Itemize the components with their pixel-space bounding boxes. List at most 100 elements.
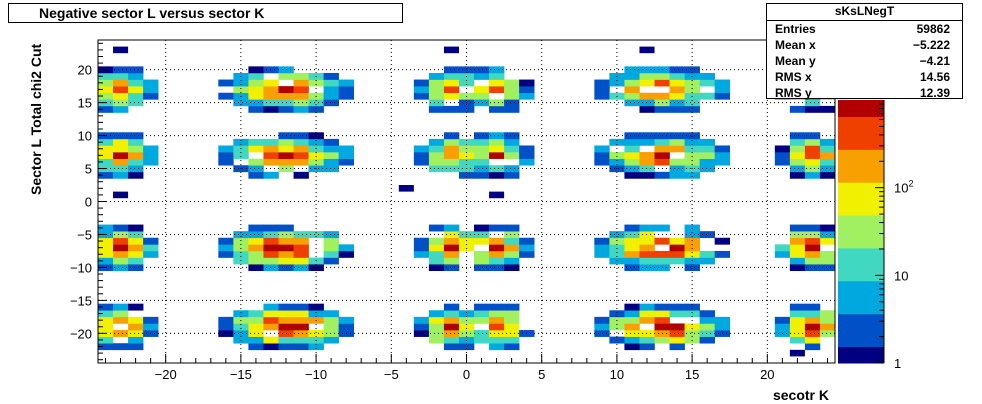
heatmap-cell [263, 158, 279, 166]
heatmap-cell [474, 138, 490, 146]
palette-cell [838, 242, 884, 249]
heatmap-cell [609, 231, 625, 239]
heatmap-cell [308, 231, 324, 239]
heatmap-cell [654, 323, 670, 331]
heatmap-cell [609, 152, 625, 159]
heatmap-cell [474, 66, 490, 74]
heatmap-cell [263, 250, 279, 258]
heatmap-cell [624, 231, 640, 239]
stats-row-rms-y: RMS y 12.39 [767, 85, 962, 101]
heatmap-cell [293, 171, 309, 179]
palette-cell [838, 182, 884, 189]
heatmap-cell [443, 257, 460, 265]
heatmap-cell [143, 86, 159, 94]
stats-row-mean-y: Mean y −4.21 [767, 53, 962, 69]
heatmap-cell [714, 92, 731, 100]
chart-title: Negative sector L versus sector K [8, 3, 403, 23]
heatmap-cell [504, 171, 520, 179]
heatmap-cell [669, 105, 685, 113]
heatmap-cell [819, 257, 836, 265]
heatmap-cell [774, 250, 791, 258]
heatmap-cell [113, 165, 129, 173]
heatmap-cell [489, 152, 505, 159]
heatmap-cell [714, 145, 731, 153]
heatmap-cell [804, 336, 821, 344]
palette-cell [838, 253, 884, 260]
x-tick-label: −20 [155, 367, 177, 382]
heatmap-cell [594, 237, 610, 245]
heatmap-cell [293, 250, 309, 258]
heatmap-cell [338, 92, 354, 100]
heatmap-cell [428, 257, 445, 265]
heatmap-cell [639, 79, 655, 87]
heatmap-cell [624, 330, 640, 337]
heatmap-cell [594, 323, 610, 331]
heatmap-cell [278, 224, 294, 232]
heatmap-cell [323, 92, 339, 100]
heatmap-cell [308, 99, 324, 107]
heatmap-cell [504, 105, 520, 113]
palette-cell [838, 236, 884, 243]
heatmap-cell [699, 323, 715, 331]
heatmap-cell [443, 244, 460, 252]
heatmap-cell [669, 66, 685, 74]
z-tick-label: 102 [894, 179, 913, 196]
heatmap-cell [233, 310, 249, 318]
heatmap-cell [428, 152, 445, 159]
heatmap-cell [474, 257, 490, 265]
palette-cell [838, 187, 884, 194]
heatmap-cell [128, 264, 144, 272]
heatmap-cell [684, 244, 700, 252]
heatmap-cell [293, 303, 309, 311]
heatmap-cell [263, 323, 279, 331]
heatmap-cell [443, 165, 460, 173]
heatmap-cell [804, 316, 821, 324]
heatmap-cell [98, 92, 114, 100]
heatmap-cell [624, 343, 640, 351]
palette-cell [838, 264, 884, 271]
heatmap-cell [278, 72, 294, 80]
heatmap-cell [684, 237, 700, 245]
heatmap-cell [819, 316, 836, 324]
palette-cell [838, 110, 884, 117]
heatmap-cell [248, 66, 264, 74]
x-tick-label: 0 [463, 367, 470, 382]
heatmap-cell [323, 310, 339, 318]
heatmap-cell [443, 250, 460, 258]
heatmap-cell [489, 336, 505, 344]
heatmap-cell [609, 310, 625, 318]
heatmap-cell [804, 257, 821, 265]
heatmap-cell [504, 145, 520, 153]
heatmap-cell [248, 165, 264, 173]
stats-row-entries: Entries 59862 [767, 21, 962, 37]
heatmap-cell [128, 316, 144, 324]
heatmap-cell [278, 92, 294, 100]
heatmap-cell [113, 231, 129, 239]
heatmap-cell [714, 250, 731, 258]
heatmap-cell [624, 323, 640, 331]
heatmap-cell [474, 303, 490, 311]
heatmap-cell [819, 145, 836, 153]
heatmap-cell [654, 72, 670, 80]
heatmap-cell [443, 237, 460, 245]
heatmap-cell [624, 86, 640, 94]
heatmap-cell [278, 86, 294, 94]
heatmap-cell [263, 105, 279, 113]
palette-cell [838, 258, 884, 265]
heatmap-cell [819, 264, 836, 272]
heatmap-cell [804, 171, 821, 179]
palette-cell [838, 313, 884, 320]
palette-cell [838, 176, 884, 183]
heatmap-cell [143, 244, 159, 252]
heatmap-cell [98, 323, 114, 331]
heatmap-cell [443, 72, 460, 80]
palette-cell [838, 308, 884, 315]
heatmap-cell [669, 237, 685, 245]
heatmap-cell [233, 250, 249, 258]
heatmap-cell [774, 323, 791, 331]
heatmap-cell [504, 343, 520, 351]
heatmap-cell [474, 224, 490, 232]
heatmap-cell [654, 145, 670, 153]
heatmap-cell [278, 105, 294, 113]
y-tick-label: 5 [85, 162, 92, 177]
